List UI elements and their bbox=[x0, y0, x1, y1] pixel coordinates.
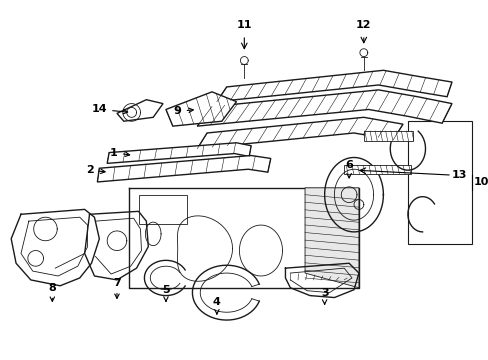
Text: 9: 9 bbox=[173, 107, 193, 116]
Polygon shape bbox=[217, 70, 451, 102]
Text: 13: 13 bbox=[451, 170, 467, 180]
Polygon shape bbox=[305, 188, 358, 288]
Text: 11: 11 bbox=[236, 20, 251, 30]
Polygon shape bbox=[197, 117, 402, 149]
Text: 2: 2 bbox=[85, 165, 105, 175]
Bar bbox=[407, 121, 470, 244]
Text: 10: 10 bbox=[473, 177, 488, 187]
Polygon shape bbox=[344, 165, 410, 174]
Text: 12: 12 bbox=[355, 20, 371, 30]
Polygon shape bbox=[363, 131, 412, 141]
Text: 8: 8 bbox=[48, 283, 56, 301]
Text: 5: 5 bbox=[162, 285, 169, 301]
Polygon shape bbox=[165, 92, 236, 126]
Text: 3: 3 bbox=[320, 288, 328, 304]
Text: 4: 4 bbox=[212, 297, 221, 314]
Polygon shape bbox=[197, 90, 451, 126]
Polygon shape bbox=[117, 100, 163, 121]
Text: 7: 7 bbox=[113, 278, 121, 298]
Polygon shape bbox=[107, 143, 251, 163]
Text: 6: 6 bbox=[345, 160, 352, 178]
Text: 1: 1 bbox=[110, 148, 129, 158]
Bar bbox=[138, 195, 187, 224]
Text: 14: 14 bbox=[91, 104, 127, 114]
Polygon shape bbox=[97, 156, 270, 182]
